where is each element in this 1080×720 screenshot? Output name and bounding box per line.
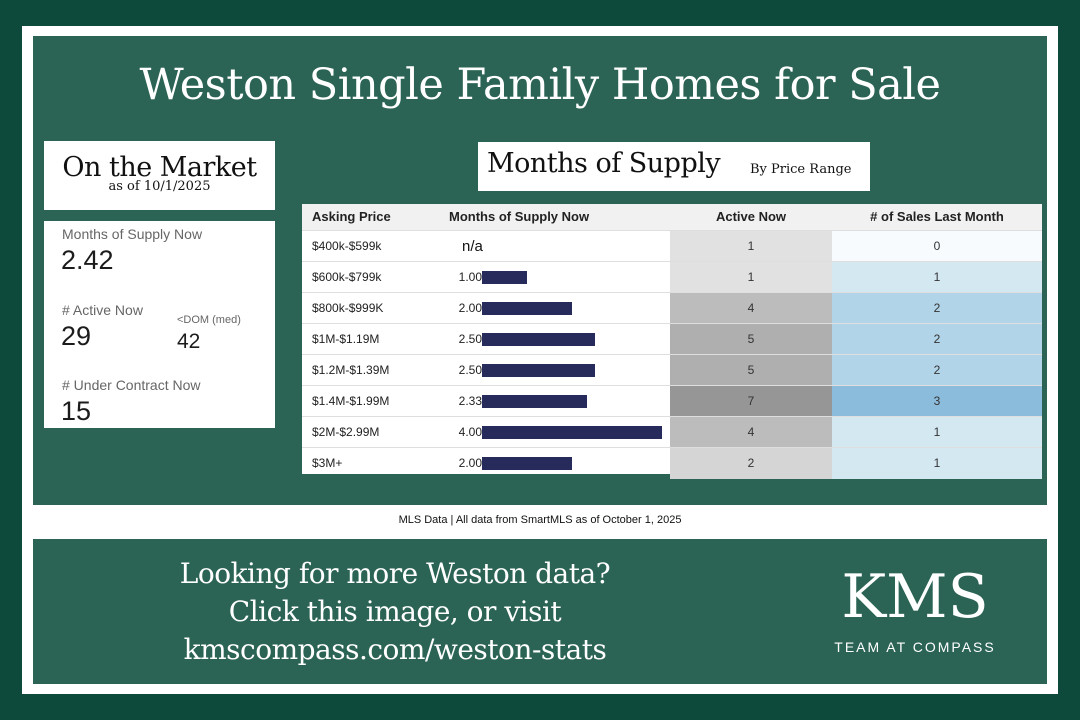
column-header: Asking Price bbox=[302, 204, 442, 230]
under-contract-label: # Under Contract Now bbox=[62, 377, 201, 393]
price-range: $800k-$999K bbox=[312, 301, 384, 315]
price-range: $2M-$2.99M bbox=[312, 425, 380, 439]
sales-count: 2 bbox=[832, 355, 1042, 386]
column-header: Months of Supply Now bbox=[442, 204, 670, 230]
supply-table: Asking Price Months of Supply Now Active… bbox=[302, 204, 1042, 479]
supply-label: 2.33 bbox=[458, 394, 482, 408]
supply-label: 2.50 bbox=[458, 332, 482, 346]
column-header: # of Sales Last Month bbox=[832, 204, 1042, 230]
active-label: # Active Now bbox=[62, 302, 143, 318]
supply-header: Months of Supply By Price Range bbox=[478, 142, 870, 191]
months-supply-label: Months of Supply Now bbox=[62, 226, 203, 242]
sales-count: 1 bbox=[832, 417, 1042, 448]
supply-title: Months of Supply bbox=[487, 148, 721, 179]
call-to-action[interactable]: Looking for more Weston data? Click this… bbox=[110, 555, 680, 669]
on-market-date: as of 10/1/2025 bbox=[108, 179, 211, 194]
supply-bar bbox=[482, 457, 572, 470]
sales-count: 0 bbox=[832, 231, 1042, 262]
under-contract-value: 15 bbox=[61, 396, 92, 426]
supply-label: 2.50 bbox=[458, 363, 482, 377]
sales-count: 2 bbox=[832, 324, 1042, 355]
table-row: $1.2M-$1.39M 2.50 5 2 bbox=[302, 354, 1042, 386]
supply-bar bbox=[482, 364, 595, 377]
price-range: $400k-$599k bbox=[312, 239, 382, 253]
months-supply-value: 2.42 bbox=[61, 245, 114, 275]
page-title: Weston Single Family Homes for Sale bbox=[139, 60, 942, 110]
sales-count: 1 bbox=[832, 262, 1042, 293]
active-count: 5 bbox=[670, 355, 832, 386]
kms-logo: KMS bbox=[841, 562, 989, 632]
supply-subtitle: By Price Range bbox=[750, 162, 852, 177]
table-row: $1.4M-$1.99M 2.33 7 3 bbox=[302, 385, 1042, 417]
supply-bar bbox=[482, 395, 587, 408]
price-range: $1.4M-$1.99M bbox=[312, 394, 390, 408]
table-row: $3M+ 2.00 2 1 bbox=[302, 447, 1042, 479]
table-row: $2M-$2.99M 4.00 4 1 bbox=[302, 416, 1042, 448]
column-header: Active Now bbox=[670, 204, 832, 230]
dom-value: 42 bbox=[177, 330, 201, 353]
dom-label: <DOM (med) bbox=[177, 314, 241, 326]
bottom-panel[interactable] bbox=[33, 539, 1047, 684]
active-count: 4 bbox=[670, 293, 832, 324]
table-row: $800k-$999K 2.00 4 2 bbox=[302, 292, 1042, 324]
supply-label: 1.00 bbox=[458, 270, 482, 284]
sales-count: 3 bbox=[832, 386, 1042, 417]
supply-bar bbox=[482, 302, 572, 315]
supply-label: 2.00 bbox=[458, 301, 482, 315]
market-stats-card: Months of Supply Now 2.42 # Active Now 2… bbox=[44, 221, 275, 428]
price-range: $1.2M-$1.39M bbox=[312, 363, 390, 377]
price-range: $1M-$1.19M bbox=[312, 332, 380, 346]
cta-line: Looking for more Weston data? bbox=[179, 557, 611, 590]
active-count: 1 bbox=[670, 262, 832, 293]
supply-bar bbox=[482, 271, 527, 284]
on-market-header: On the Market as of 10/1/2025 bbox=[44, 141, 275, 210]
active-count: 5 bbox=[670, 324, 832, 355]
supply-label: 2.00 bbox=[458, 456, 482, 470]
cta-link[interactable]: kmscompass.com/weston-stats bbox=[183, 633, 607, 666]
table-row: $600k-$799k 1.00 1 1 bbox=[302, 261, 1042, 293]
supply-label: 4.00 bbox=[458, 425, 482, 439]
sales-count: 2 bbox=[832, 293, 1042, 324]
active-count: 4 bbox=[670, 417, 832, 448]
on-market-title: On the Market bbox=[62, 152, 257, 183]
source-note: MLS Data | All data from SmartMLS as of … bbox=[398, 514, 682, 526]
active-count: 7 bbox=[670, 386, 832, 417]
supply-label: n/a bbox=[462, 238, 483, 255]
supply-bar bbox=[482, 426, 662, 439]
table-row: $1M-$1.19M 2.50 5 2 bbox=[302, 323, 1042, 355]
supply-bar bbox=[482, 333, 595, 346]
logo-subtitle: TEAM AT COMPASS bbox=[834, 639, 996, 655]
price-range: $3M+ bbox=[312, 456, 343, 470]
active-count: 2 bbox=[670, 448, 832, 479]
active-count: 1 bbox=[670, 231, 832, 262]
table-row: $400k-$599k n/a 1 0 bbox=[302, 230, 1042, 262]
active-value: 29 bbox=[61, 321, 92, 351]
cta-line: Click this image, or visit bbox=[228, 595, 562, 628]
sales-count: 1 bbox=[832, 448, 1042, 479]
price-range: $600k-$799k bbox=[312, 270, 382, 284]
